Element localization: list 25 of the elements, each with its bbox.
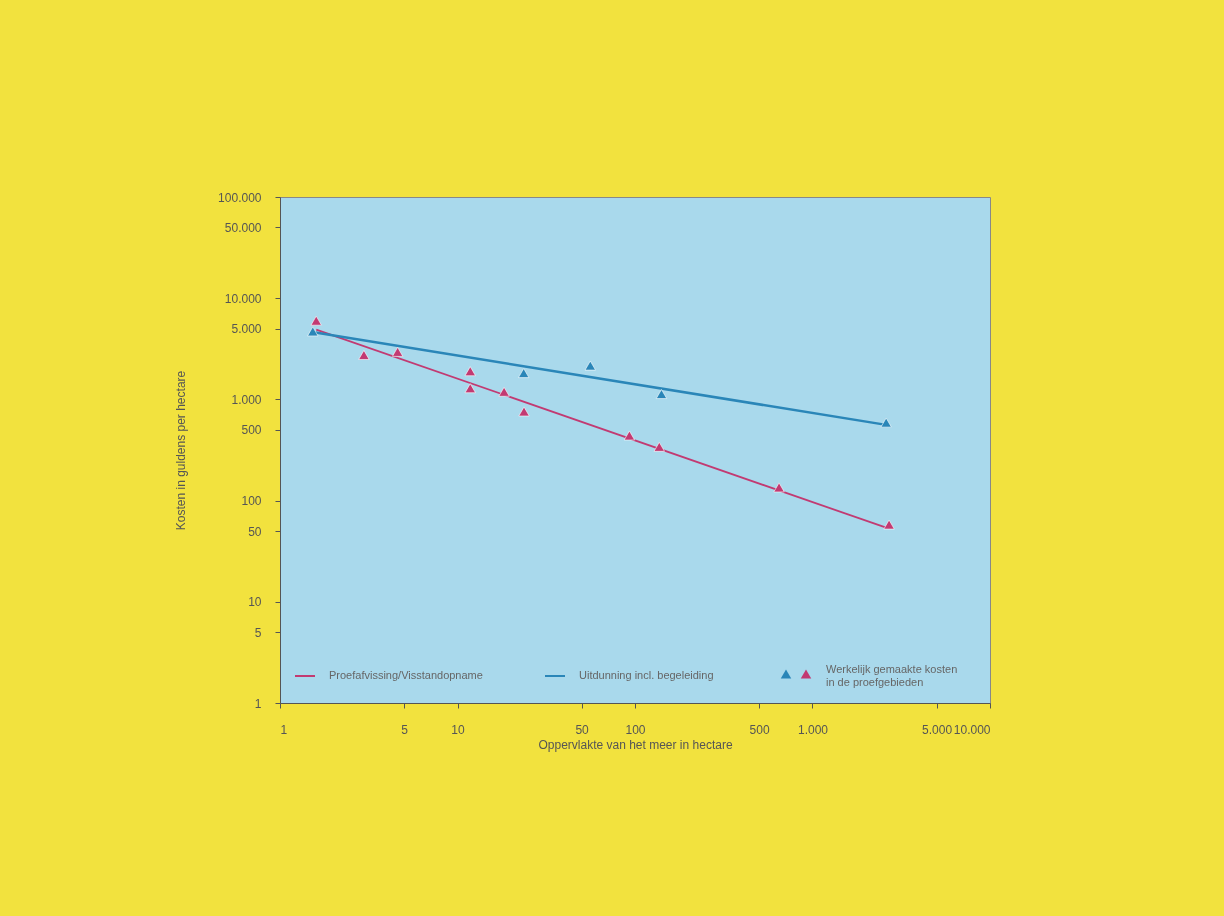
y-tick-label: 500 <box>241 423 262 438</box>
y-tick-label: 10 <box>248 595 262 610</box>
y-tick-label: 100 <box>241 494 262 509</box>
x-axis-title: Oppervlakte van het meer in hectare <box>538 737 733 752</box>
y-tick-label: 5 <box>254 625 262 640</box>
x-tick-label: 100 <box>625 722 646 737</box>
y-tick-label: 10.000 <box>224 291 262 306</box>
legend-label: Uitdunning incl. begeleiding <box>579 669 714 681</box>
x-tick-label: 10.000 <box>953 722 991 737</box>
x-tick-label: 1 <box>280 722 288 737</box>
x-tick-label: 500 <box>749 722 770 737</box>
y-tick-label: 5.000 <box>231 322 262 337</box>
y-tick-label: 50.000 <box>224 220 262 235</box>
y-tick-label: 50 <box>248 524 262 539</box>
x-tick-label: 5.000 <box>922 722 953 737</box>
legend-label: Proefafvissing/Visstandopname <box>329 669 483 681</box>
x-tick-label: 5 <box>401 722 409 737</box>
y-tick-label: 100.000 <box>218 190 262 205</box>
y-axis-title: Kosten in guldens per hectare <box>174 370 189 531</box>
x-tick-label: 10 <box>451 722 465 737</box>
x-tick-label: 1.000 <box>797 722 829 737</box>
x-tick-label: 50 <box>575 722 590 737</box>
legend-label: Werkelijk gemaakte kosten in de proefgebieden <box>826 663 958 688</box>
y-tick-label: 1 <box>254 696 262 711</box>
y-tick-label: 1.000 <box>231 392 262 407</box>
